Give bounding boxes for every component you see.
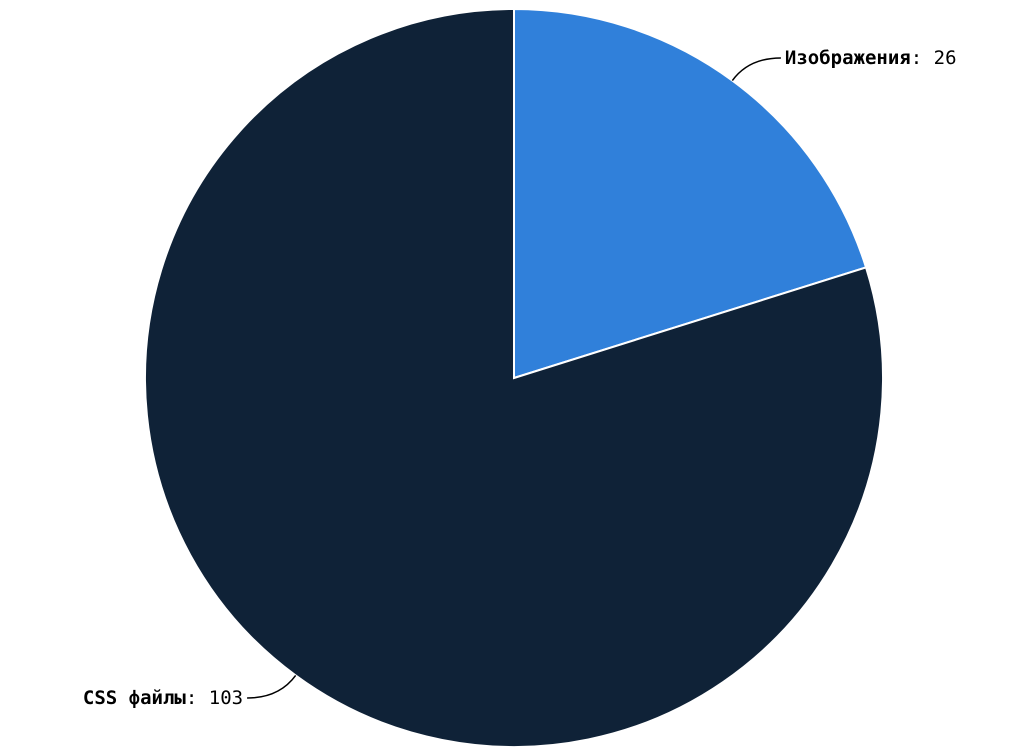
slice-label-value: : 26 <box>911 47 957 69</box>
slice-label-2: CSS файлы: 103 <box>83 687 243 709</box>
slice-label-name: CSS файлы <box>83 687 187 709</box>
label-connector-1 <box>731 57 781 81</box>
slice-label-value: : 103 <box>186 687 243 709</box>
label-connector-2 <box>247 675 297 699</box>
slice-label-name: Изображения <box>785 47 911 69</box>
pie-slice-1[interactable] <box>513 7 868 380</box>
pie-labels: Изображения: 26 CSS файлы: 103 <box>83 47 957 709</box>
slice-label-1: Изображения: 26 <box>785 47 957 69</box>
pie-slices <box>144 7 884 747</box>
